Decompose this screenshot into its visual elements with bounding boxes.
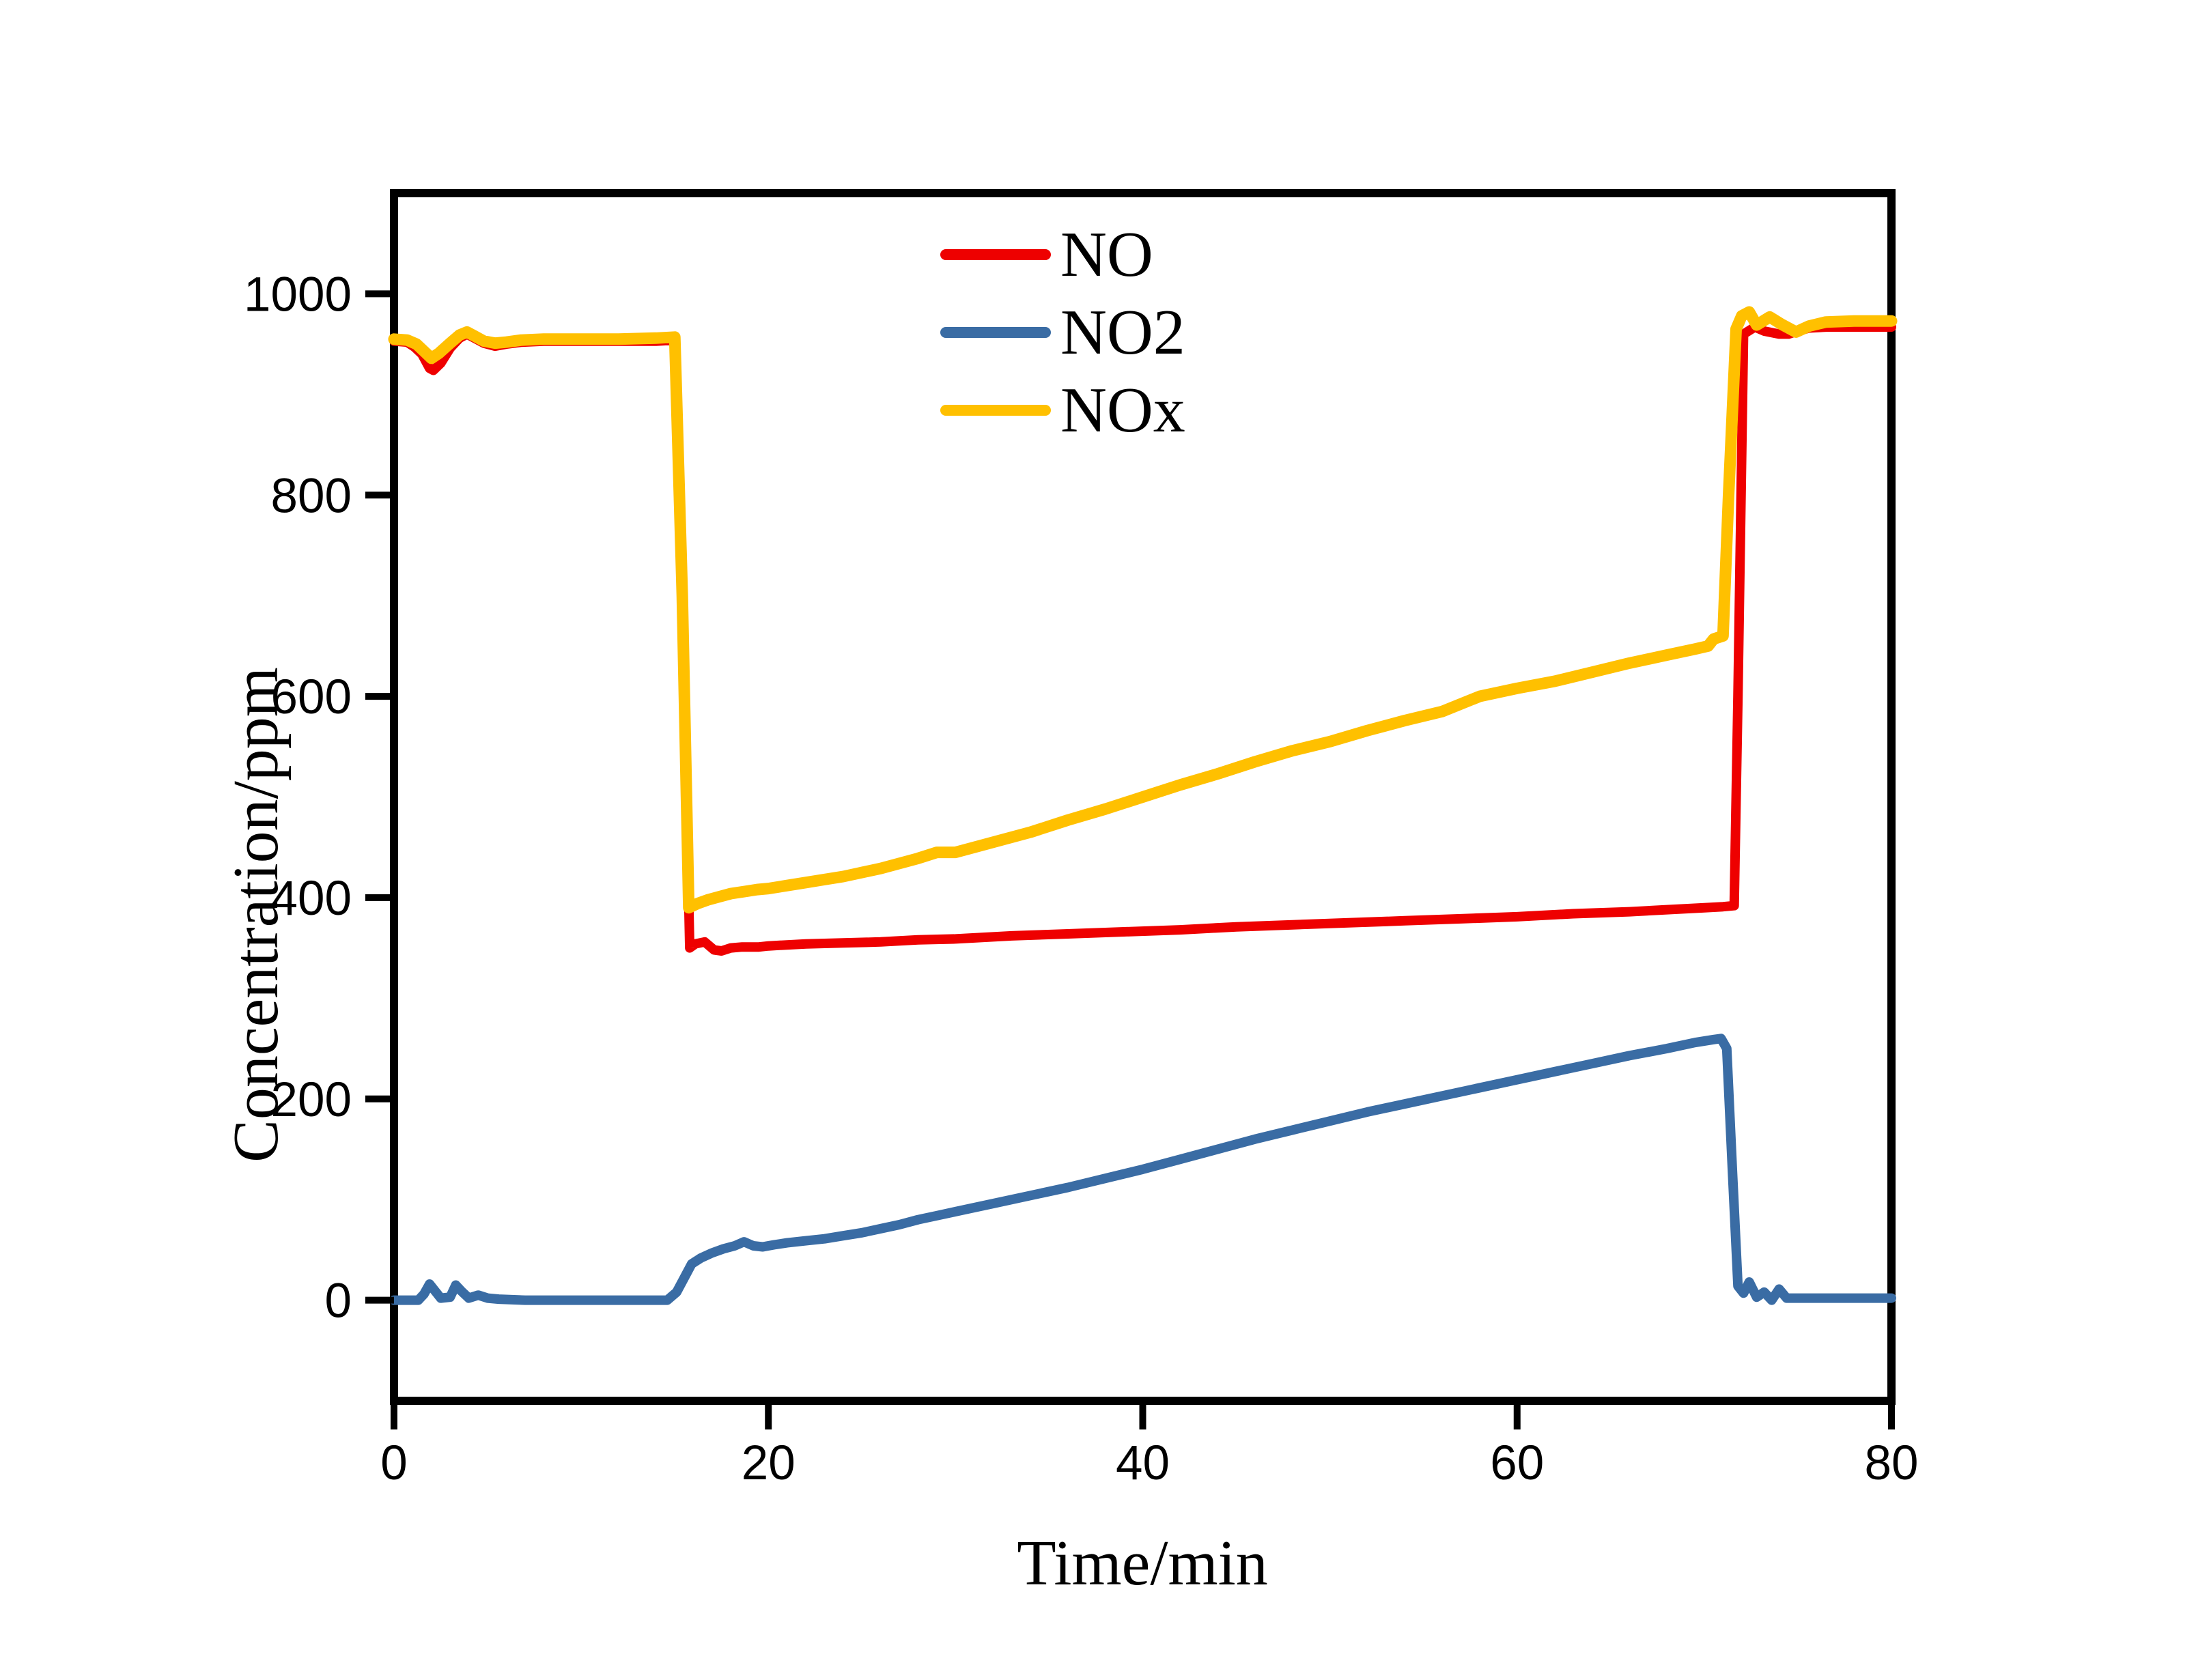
y-tick-label: 400 bbox=[271, 872, 352, 926]
legend-label-no: NO bbox=[1060, 219, 1153, 290]
x-axis-title: Time/min bbox=[1017, 1528, 1268, 1599]
legend-item-no2: NO2 bbox=[940, 294, 1185, 371]
legend-line-nox-swatch bbox=[940, 405, 1051, 416]
legend-label-no2: NO2 bbox=[1060, 297, 1185, 368]
x-tick-label: 80 bbox=[1865, 1436, 1919, 1490]
legend-label-nox: NOx bbox=[1060, 375, 1185, 446]
x-tick-label: 0 bbox=[380, 1436, 408, 1490]
x-tick-label: 40 bbox=[1116, 1436, 1170, 1490]
legend-item-nox: NOx bbox=[940, 371, 1185, 449]
y-tick-label: 0 bbox=[325, 1275, 352, 1328]
y-tick-label: 800 bbox=[271, 469, 352, 523]
y-tick-label: 200 bbox=[271, 1073, 352, 1127]
series-line-nox bbox=[388, 306, 1898, 914]
series-line-no2 bbox=[389, 1034, 1896, 1305]
legend-item-no: NO bbox=[940, 216, 1185, 294]
legend-line-no2-swatch bbox=[940, 327, 1051, 338]
legend: NO NO2 NOx bbox=[940, 216, 1185, 449]
y-axis-title: Concentration/ppm bbox=[221, 667, 292, 1163]
x-tick-label: 20 bbox=[742, 1436, 796, 1490]
y-tick-label: 1000 bbox=[244, 268, 352, 322]
x-tick-label: 60 bbox=[1490, 1436, 1544, 1490]
legend-line-no-swatch bbox=[940, 249, 1051, 260]
y-tick-label: 600 bbox=[271, 670, 352, 724]
